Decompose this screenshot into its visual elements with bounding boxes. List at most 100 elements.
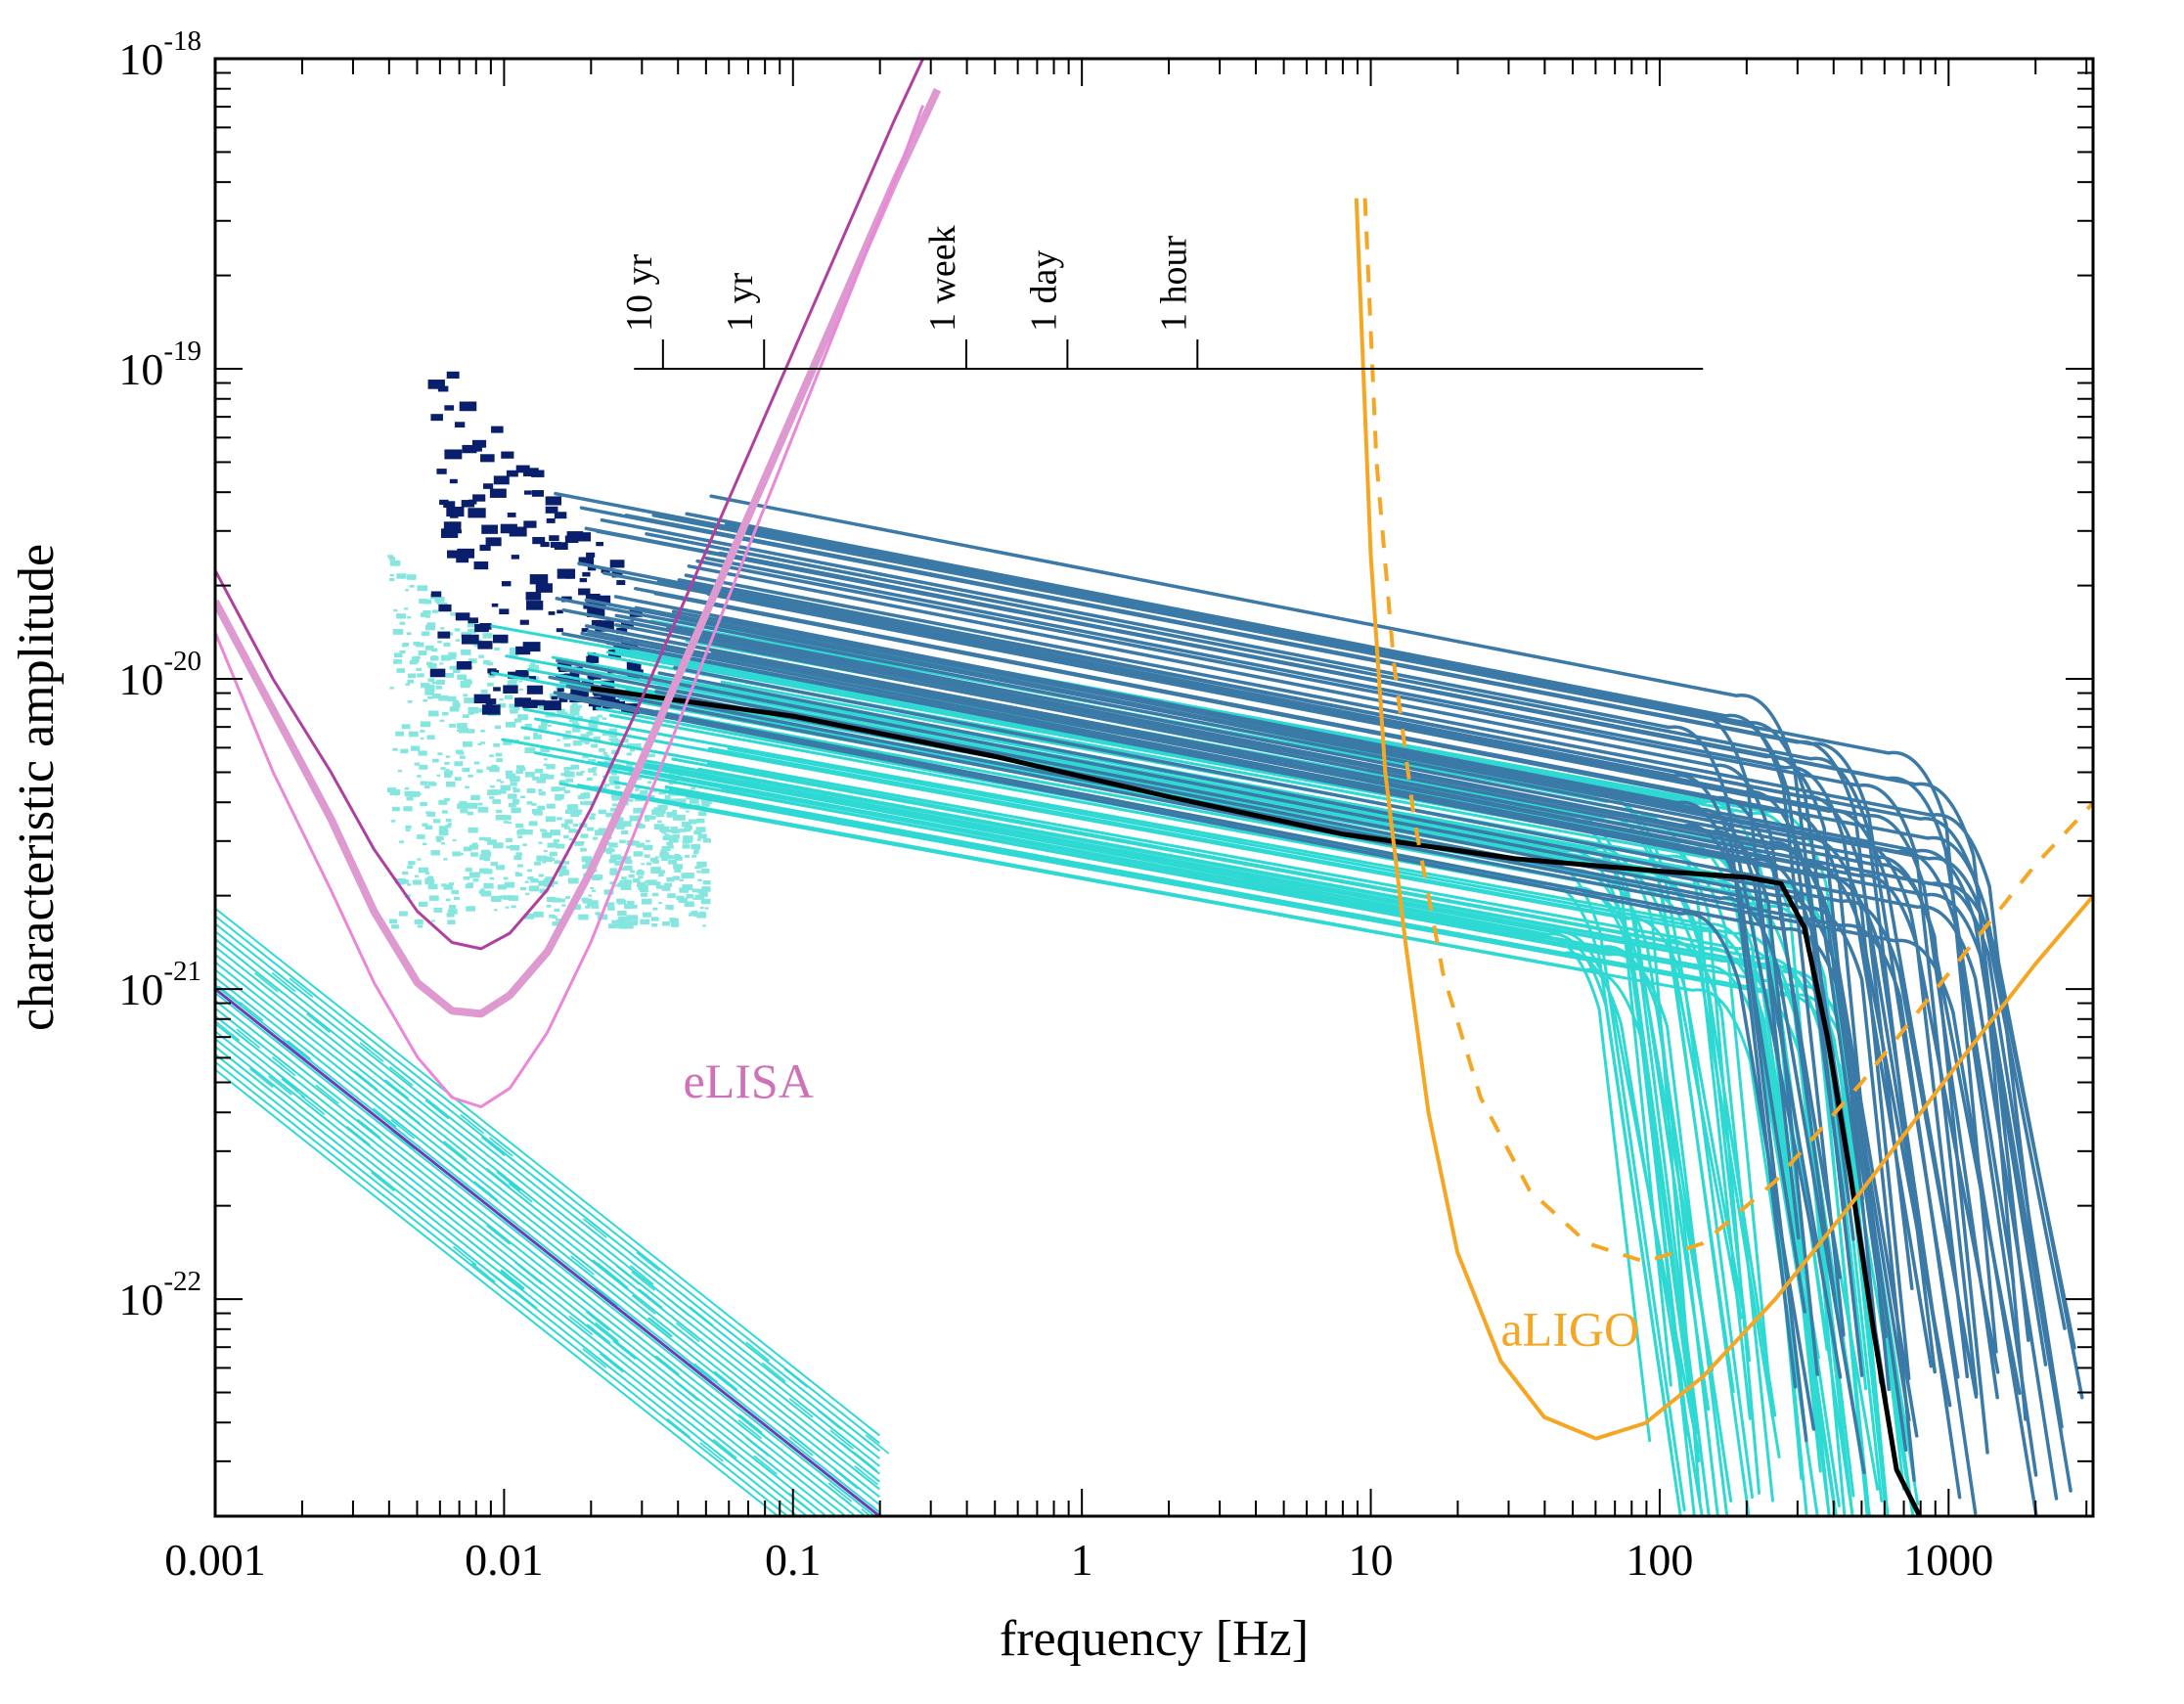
scatter-point-light xyxy=(673,864,683,869)
scatter-point-light xyxy=(658,902,662,904)
scatter-point-light xyxy=(608,842,617,847)
y-tick-label: 10-20 xyxy=(118,646,201,704)
scatter-point-light xyxy=(533,735,542,740)
scatter-point-light xyxy=(464,769,468,772)
scatter-point-light xyxy=(405,589,409,591)
scatter-point-light xyxy=(436,775,440,777)
scatter-point-light xyxy=(403,806,412,811)
scatter-point-light xyxy=(500,698,504,700)
scatter-point-light xyxy=(524,747,535,753)
scatter-point-light xyxy=(518,680,522,682)
scatter-point-light xyxy=(490,877,495,880)
scatter-point-light xyxy=(468,623,475,628)
scatter-point-light xyxy=(404,607,408,609)
scatter-point-light xyxy=(469,873,480,878)
scatter-point-light xyxy=(423,699,427,702)
scatter-point-heavy xyxy=(565,536,578,543)
scatter-point-light xyxy=(451,890,459,894)
scatter-point-light xyxy=(588,894,592,896)
scatter-point-light xyxy=(442,810,448,813)
scatter-point-light xyxy=(624,879,632,884)
scatter-point-light xyxy=(666,877,674,882)
scatter-point-light xyxy=(558,874,562,876)
scatter-point-light xyxy=(400,622,406,625)
scatter-point-light xyxy=(506,771,513,775)
scatter-point-heavy xyxy=(546,496,561,505)
scatter-point-light xyxy=(700,907,704,909)
scatter-point-light xyxy=(696,913,706,918)
scatter-point-heavy xyxy=(578,588,590,595)
scatter-point-heavy xyxy=(479,545,490,551)
scatter-point-light xyxy=(701,899,711,904)
scatter-point-light xyxy=(402,645,407,648)
scatter-point-light xyxy=(689,819,697,824)
scatter-point-light xyxy=(407,680,414,684)
scatter-point-light xyxy=(525,881,529,883)
scatter-point-light xyxy=(477,803,482,806)
scatter-point-light xyxy=(494,909,498,911)
scatter-point-light xyxy=(431,919,435,921)
scatter-point-light xyxy=(563,767,570,771)
scatter-point-light xyxy=(444,774,451,778)
scatter-point-light xyxy=(441,655,452,661)
scatter-point-light xyxy=(444,798,450,801)
scatter-point-heavy xyxy=(586,553,595,558)
scatter-point-light xyxy=(446,755,450,757)
scatter-point-light xyxy=(417,775,422,778)
scatter-point-light xyxy=(551,786,559,791)
scatter-point-light xyxy=(408,861,415,865)
scatter-point-light xyxy=(548,843,557,848)
scatter-point-light xyxy=(533,733,538,736)
scatter-point-light xyxy=(564,743,571,747)
scatter-point-light xyxy=(429,783,436,786)
scatter-point-light xyxy=(576,772,583,776)
scatter-point-light xyxy=(421,782,428,785)
scatter-point-heavy xyxy=(555,542,568,550)
scatter-point-light xyxy=(506,846,511,849)
scatter-point-light xyxy=(423,600,431,605)
scatter-point-heavy xyxy=(437,632,450,639)
scatter-point-light xyxy=(653,807,659,810)
scatter-point-light xyxy=(408,674,416,679)
scatter-point-heavy xyxy=(456,612,470,620)
scatter-point-heavy xyxy=(502,581,512,586)
scatter-point-heavy xyxy=(482,704,501,714)
scatter-point-light xyxy=(701,802,709,807)
scatter-point-light xyxy=(389,578,395,581)
scatter-point-light xyxy=(519,689,523,691)
scatter-point-heavy xyxy=(480,454,495,462)
scatter-point-light xyxy=(697,879,702,882)
scatter-point-light xyxy=(592,875,601,880)
scatter-point-heavy xyxy=(428,380,445,389)
scatter-point-light xyxy=(460,809,468,813)
scatter-point-light xyxy=(578,795,585,799)
scatter-point-light xyxy=(690,798,699,803)
scatter-point-light xyxy=(675,854,680,857)
scatter-point-light xyxy=(453,700,459,704)
scatter-point-light xyxy=(419,650,427,655)
scatter-point-light xyxy=(415,763,420,766)
scatter-point-light xyxy=(603,752,607,754)
scatter-point-heavy xyxy=(536,583,553,593)
scatter-point-light xyxy=(468,775,472,778)
scatter-point-light xyxy=(687,894,694,898)
scatter-point-light xyxy=(662,852,668,855)
scatter-point-light xyxy=(665,795,671,798)
scatter-point-light xyxy=(557,817,562,820)
scatter-point-light xyxy=(647,781,652,784)
scatter-point-light xyxy=(595,912,601,915)
scatter-point-light xyxy=(636,842,645,847)
scatter-point-light xyxy=(599,828,606,831)
scatter-point-light xyxy=(643,913,651,918)
scatter-point-light xyxy=(390,561,400,566)
scatter-point-light xyxy=(449,905,456,909)
scatter-point-light xyxy=(652,893,658,897)
scatter-point-light xyxy=(538,789,542,791)
scatter-point-light xyxy=(646,879,656,885)
scatter-point-light xyxy=(570,710,580,715)
scatter-point-light xyxy=(641,863,645,865)
scatter-point-light xyxy=(529,821,538,826)
scatter-point-light xyxy=(676,896,684,901)
scatter-point-light xyxy=(697,839,701,841)
scatter-point-light xyxy=(599,748,605,752)
